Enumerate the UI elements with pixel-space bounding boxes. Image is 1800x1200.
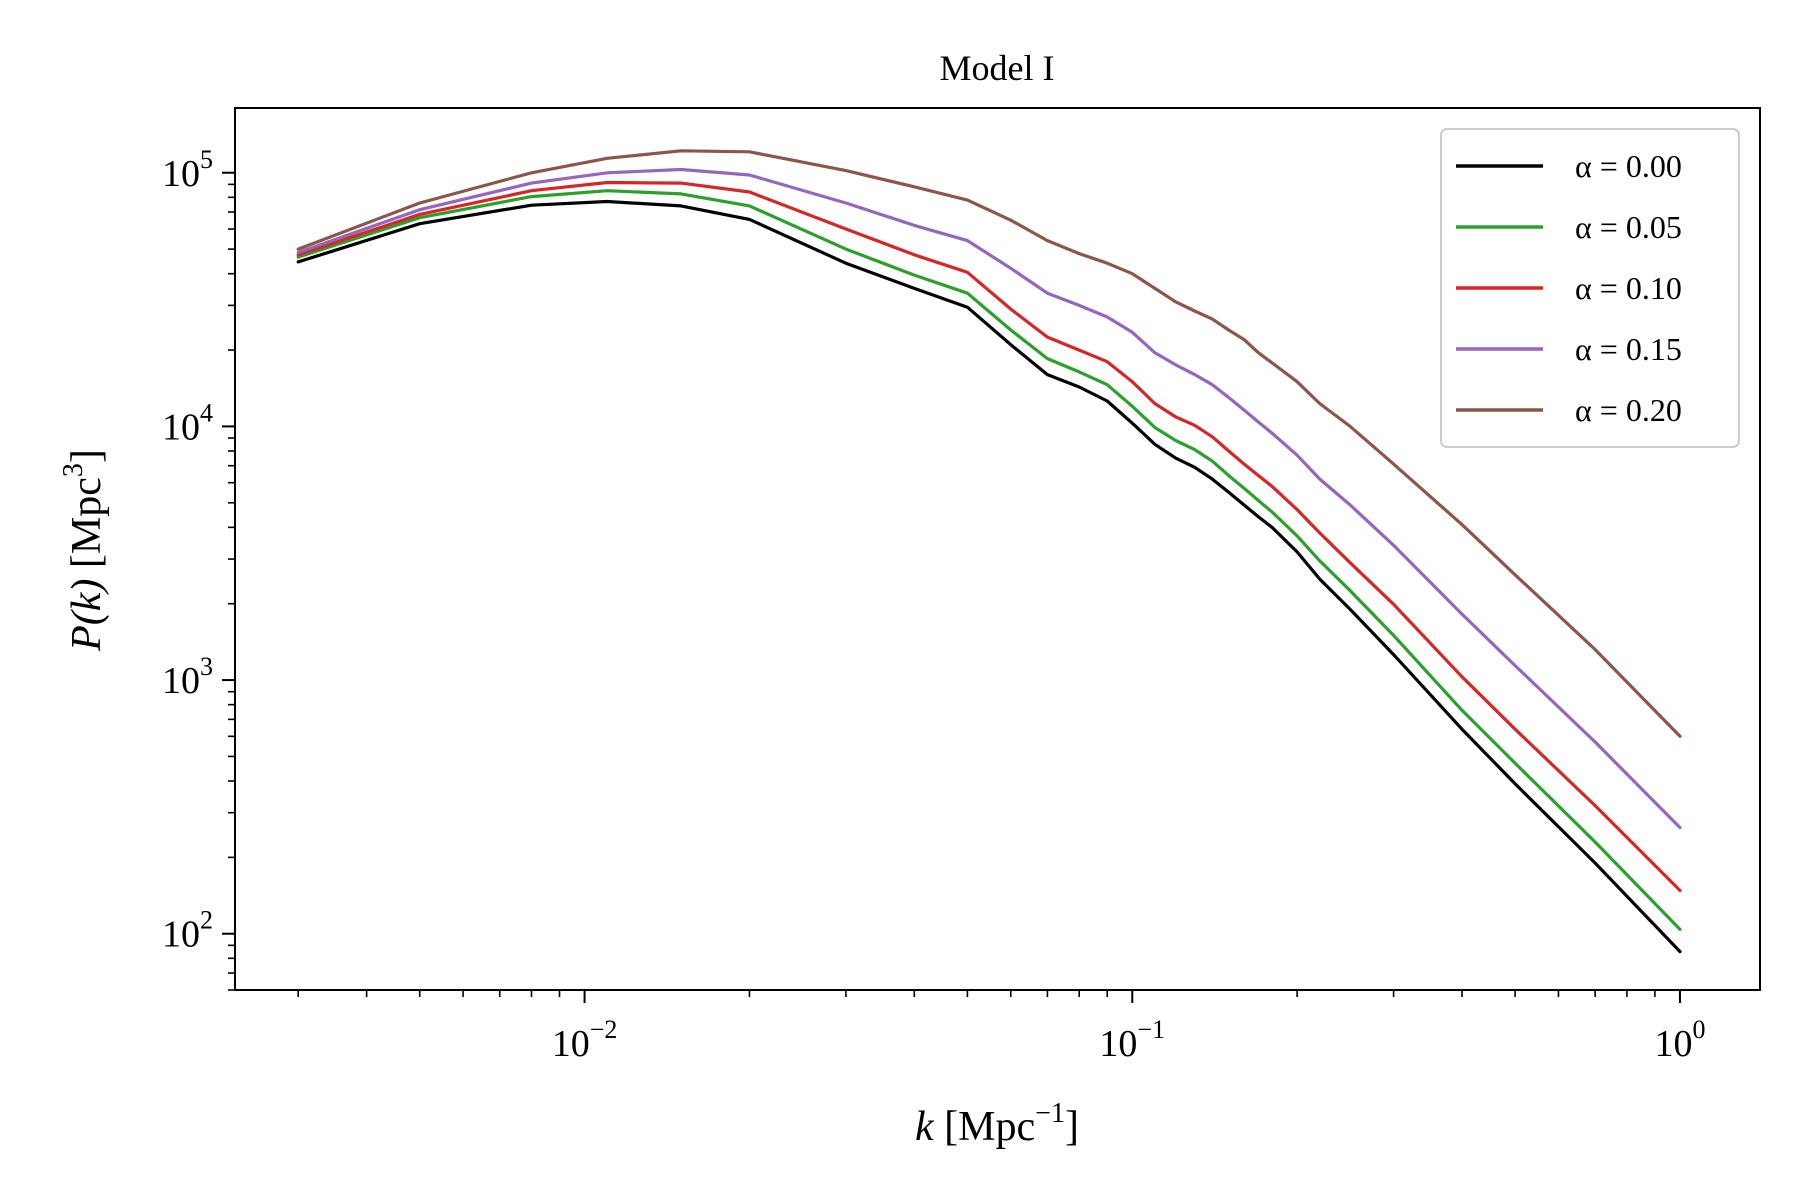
y-axis-label-unit: Mpc (64, 477, 110, 554)
major-ticks (222, 171, 1681, 1003)
y-tick-labels: 102 103 104 105 (162, 145, 213, 956)
x-axis-label-var: k (915, 1104, 935, 1150)
x-tick-labels: 10−2 10−1 100 (552, 1015, 1706, 1065)
legend-label-2: α = 0.10 (1575, 270, 1682, 306)
y-tick-label-3: 105 (162, 145, 213, 195)
series-lines (296, 149, 1682, 954)
y-tick-label-1: 103 (162, 652, 213, 702)
chart-title: Model I (940, 48, 1055, 88)
legend-label-3: α = 0.15 (1575, 331, 1682, 367)
series-line-2 (296, 180, 1682, 893)
x-tick-label-2: 100 (1654, 1015, 1705, 1065)
legend-label-1: α = 0.05 (1575, 209, 1682, 245)
x-tick-label-1: 10−1 (1099, 1015, 1165, 1065)
legend-label-0: α = 0.00 (1575, 148, 1682, 184)
series-line-4 (296, 149, 1682, 738)
x-axis-label-unit: Mpc (958, 1104, 1035, 1150)
legend-label-4: α = 0.20 (1575, 392, 1682, 428)
x-axis-label: k [Mpc−1] (915, 1098, 1079, 1150)
series-line-3 (296, 167, 1682, 830)
x-axis-label-exp: −1 (1035, 1098, 1065, 1129)
legend: α = 0.00 α = 0.05 α = 0.10 α = 0.15 α = 0.20 (1440, 128, 1740, 448)
plot-frame (234, 107, 1761, 991)
y-tick-label-0: 102 (162, 906, 213, 956)
y-tick-label-2: 104 (162, 398, 213, 448)
y-axis-label-var: P(k) (64, 579, 110, 652)
y-axis-label: P(k) [Mpc3] (58, 449, 110, 652)
legend-box (1440, 128, 1740, 448)
minor-ticks (228, 183, 1656, 997)
series-line-0 (296, 199, 1682, 954)
x-tick-label-0: 10−2 (552, 1015, 618, 1065)
y-axis-label-exp: 3 (58, 463, 89, 477)
series-line-1 (296, 189, 1682, 932)
